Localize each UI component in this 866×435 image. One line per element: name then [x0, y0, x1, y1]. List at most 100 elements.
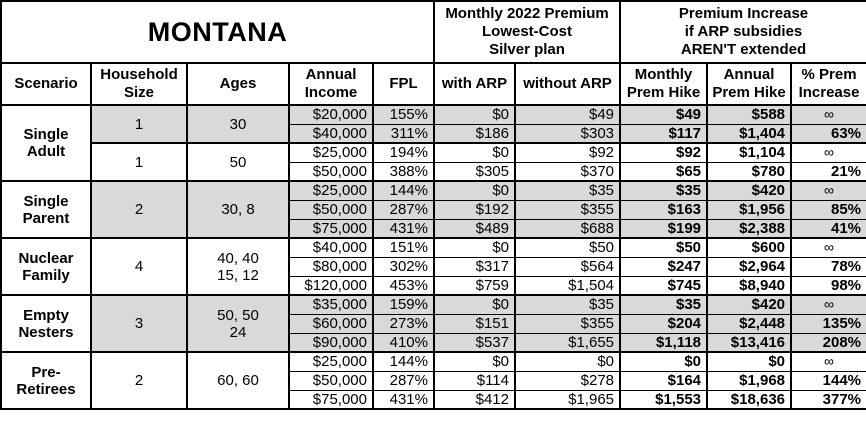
cell-monthly-hike: $65	[619, 161, 709, 182]
cell-without-arp: $1,655	[513, 332, 622, 353]
cell-scenario: Empty Nesters	[0, 294, 92, 353]
table-row: $40,000 311% $186 $303 $117 $1,404 63%	[1, 123, 866, 144]
cell-monthly-hike: $50	[619, 237, 709, 258]
cell-annual-hike: $600	[706, 237, 793, 258]
cell-fpl: 410%	[372, 332, 435, 353]
table-row: $50,000 287% $114 $278 $164 $1,968 144%	[1, 370, 866, 391]
cell-with-arp: $0	[433, 351, 516, 372]
col-header-without-arp: without ARP	[513, 62, 622, 106]
cell-income: $75,000	[288, 218, 374, 239]
cell-annual-hike: $8,940	[706, 275, 793, 296]
cell-with-arp: $759	[433, 275, 516, 296]
cell-without-arp: $49	[513, 104, 622, 125]
cell-scenario: Single Parent	[0, 180, 92, 239]
cell-fpl: 159%	[372, 294, 435, 315]
cell-ages: 50	[186, 142, 290, 182]
cell-with-arp: $489	[433, 218, 516, 239]
cell-income: $25,000	[288, 180, 374, 201]
cell-pct-increase: 63%	[790, 123, 866, 144]
cell-fpl: 453%	[372, 275, 435, 296]
cell-income: $120,000	[288, 275, 374, 296]
cell-annual-hike: $420	[706, 180, 793, 201]
cell-monthly-hike: $164	[619, 370, 709, 391]
cell-monthly-hike: $117	[619, 123, 709, 144]
cell-with-arp: $0	[433, 180, 516, 201]
cell-annual-hike: $2,448	[706, 313, 793, 334]
cell-fpl: 194%	[372, 142, 435, 163]
col-header-with-arp: with ARP	[433, 62, 516, 106]
cell-monthly-hike: $1,553	[619, 389, 709, 410]
cell-fpl: 431%	[372, 389, 435, 410]
cell-fpl: 287%	[372, 199, 435, 220]
cell-pct-increase: ∞	[790, 104, 866, 125]
cell-annual-hike: $420	[706, 294, 793, 315]
cell-household-size: 2	[90, 351, 188, 410]
cell-pct-increase: 377%	[790, 389, 866, 410]
cell-fpl: 273%	[372, 313, 435, 334]
cell-with-arp: $305	[433, 161, 516, 182]
cell-with-arp: $0	[433, 237, 516, 258]
cell-income: $20,000	[288, 104, 374, 125]
cell-pct-increase: 78%	[790, 256, 866, 277]
cell-income: $80,000	[288, 256, 374, 277]
cell-ages: 40, 40 15, 12	[186, 237, 290, 296]
table-row: Single Adult 1 30 $20,000 155% $0 $49 $4…	[0, 104, 866, 182]
cell-household-size: 2	[90, 180, 188, 239]
col-header-ages: Ages	[186, 62, 290, 106]
cell-income: $40,000	[288, 237, 374, 258]
cell-annual-hike: $13,416	[706, 332, 793, 353]
cell-income: $25,000	[288, 351, 374, 372]
cell-fpl: 151%	[372, 237, 435, 258]
cell-with-arp: $186	[433, 123, 516, 144]
cell-pct-increase: 85%	[790, 199, 866, 220]
cell-monthly-hike: $1,118	[619, 332, 709, 353]
cell-annual-hike: $1,104	[706, 142, 793, 163]
cell-annual-hike: $1,404	[706, 123, 793, 144]
table-column-header-row: Scenario Household Size Ages Annual Inco…	[0, 62, 866, 106]
cell-fpl: 287%	[372, 370, 435, 391]
cell-monthly-hike: $92	[619, 142, 709, 163]
cell-income: $50,000	[288, 161, 374, 182]
cell-scenario: Nuclear Family	[0, 237, 92, 296]
cell-income: $40,000	[288, 123, 374, 144]
state-title: MONTANA	[0, 0, 435, 64]
cell-without-arp: $303	[513, 123, 622, 144]
cell-annual-hike: $2,964	[706, 256, 793, 277]
cell-fpl: 144%	[372, 180, 435, 201]
cell-pct-increase: ∞	[790, 180, 866, 201]
col-header-pct-prem-increase: % Prem Increase	[790, 62, 866, 106]
cell-ages: 30, 8	[186, 180, 290, 239]
cell-with-arp: $0	[433, 294, 516, 315]
cell-without-arp: $35	[513, 294, 622, 315]
table-row: $75,000 431% $412 $1,965 $1,553 $18,636 …	[1, 389, 866, 410]
cell-without-arp: $355	[513, 313, 622, 334]
cell-income: $35,000	[288, 294, 374, 315]
premium-group-header: Monthly 2022 Premium Lowest-Cost Silver …	[432, 0, 622, 64]
table-row: $60,000 273% $151 $355 $204 $2,448 135%	[1, 313, 866, 334]
table-row: $50,000 388% $305 $370 $65 $780 21%	[1, 161, 866, 182]
cell-with-arp: $151	[433, 313, 516, 334]
col-header-scenario: Scenario	[0, 62, 92, 106]
cell-without-arp: $1,504	[513, 275, 622, 296]
cell-with-arp: $0	[433, 104, 516, 125]
cell-annual-hike: $2,388	[706, 218, 793, 239]
col-header-fpl: FPL	[372, 62, 435, 106]
cell-with-arp: $412	[433, 389, 516, 410]
cell-annual-hike: $0	[706, 351, 793, 372]
cell-without-arp: $1,965	[513, 389, 622, 410]
cell-ages: 60, 60	[186, 351, 290, 410]
cell-annual-hike: $18,636	[706, 389, 793, 410]
cell-income: $25,000	[288, 142, 374, 163]
col-header-household-size: Household Size	[90, 62, 188, 106]
table-row: $75,000 431% $489 $688 $199 $2,388 41%	[1, 218, 866, 239]
cell-ages: 30	[186, 104, 290, 144]
cell-scenario: Single Adult	[0, 104, 92, 182]
cell-monthly-hike: $745	[619, 275, 709, 296]
cell-fpl: 302%	[372, 256, 435, 277]
table-group-header-row: MONTANA Monthly 2022 Premium Lowest-Cost…	[0, 0, 866, 64]
cell-fpl: 388%	[372, 161, 435, 182]
cell-pct-increase: ∞	[790, 237, 866, 258]
cell-fpl: 311%	[372, 123, 435, 144]
cell-pct-increase: 144%	[790, 370, 866, 391]
cell-without-arp: $688	[513, 218, 622, 239]
